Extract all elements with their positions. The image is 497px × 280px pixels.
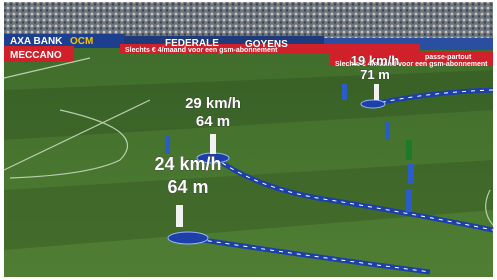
board-text: passe-partout — [425, 54, 472, 61]
board-text: MECCANO — [10, 50, 62, 61]
board-text: AXA BANK — [10, 36, 63, 47]
board-text: Slechts € 4/maand voor een gsm-abonnemen… — [125, 47, 278, 54]
distance-label: 64 m — [196, 113, 230, 130]
page: AXA BANK OCM FEDERALE GOYENS MECCANO Sle… — [0, 0, 497, 280]
board-text: OCM — [70, 36, 93, 47]
speed-label: 19 km/h — [351, 53, 399, 68]
player-ring — [361, 100, 385, 108]
stands — [4, 2, 493, 38]
player-ring — [168, 232, 208, 244]
broadcast-frame: AXA BANK OCM FEDERALE GOYENS MECCANO Sle… — [0, 0, 497, 280]
speed-label: 29 km/h — [185, 95, 241, 112]
distance-label: 64 m — [167, 177, 208, 197]
speed-label: 24 km/h — [154, 154, 221, 174]
distance-label: 71 m — [360, 67, 390, 82]
